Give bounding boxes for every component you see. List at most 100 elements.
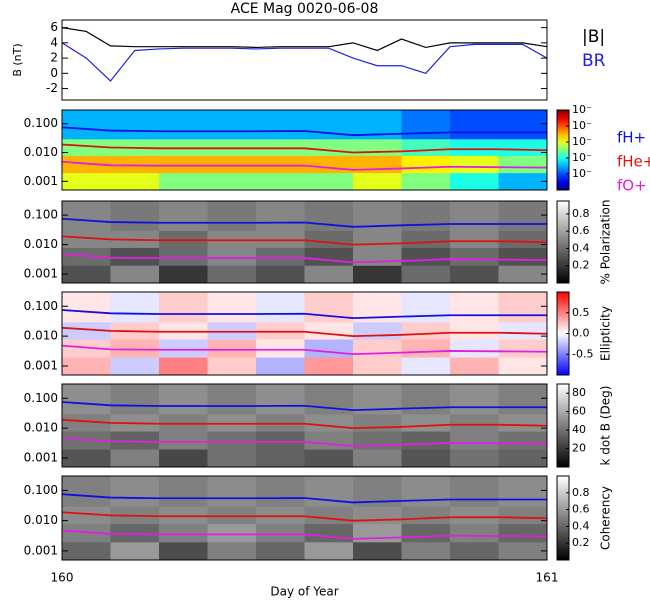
heatmap-cell — [498, 230, 548, 248]
colorbar-tick-label: 0.2 — [572, 259, 590, 272]
colorbar — [556, 383, 570, 468]
plot-frame — [61, 291, 548, 376]
heatmap-cell — [159, 449, 208, 468]
colorbar-label: Ellipticity — [599, 306, 613, 361]
heatmap-cell — [450, 339, 499, 358]
heatmap-cell — [498, 413, 548, 432]
heatmap-cell — [159, 541, 208, 561]
heatmap-cell — [304, 138, 354, 156]
heatmap-cell — [110, 201, 160, 232]
heatmap-cell — [62, 172, 111, 191]
heatmap-cell — [110, 339, 160, 358]
heatmap-cell — [62, 201, 111, 232]
colorbar-tick-label: 20 — [572, 442, 586, 455]
y-tick-label: 0.100 — [24, 116, 58, 130]
heatmap-cell — [498, 155, 548, 174]
x-axis-label: Day of Year — [270, 585, 338, 599]
heatmap-cell — [256, 384, 305, 415]
heatmap-cell — [207, 449, 257, 468]
frequency-line — [61, 493, 547, 504]
heatmap-cell — [353, 138, 402, 156]
heatmap-cell — [450, 292, 499, 323]
heatmap-cell — [450, 476, 499, 507]
heatmap-cell — [401, 449, 451, 468]
colorbar-tick-label: 0.4 — [572, 241, 590, 254]
heatmap-cell — [159, 265, 208, 284]
heatmap-cell — [401, 110, 451, 140]
heatmap-cell — [498, 476, 548, 507]
frequency-line — [61, 143, 548, 154]
heatmap-cell — [159, 476, 208, 507]
heatmap-cell — [498, 247, 548, 266]
heatmap-cell — [159, 357, 208, 376]
colorbar — [556, 109, 570, 191]
y-tick-label: 0.100 — [24, 391, 58, 405]
heatmap-cell — [110, 523, 160, 543]
heatmap-cell — [498, 172, 548, 191]
heatmap-cell — [401, 523, 451, 543]
heatmap-cell — [401, 384, 451, 415]
heatmap-cell — [207, 292, 257, 323]
heatmap-cell — [256, 292, 305, 323]
frequency-line — [61, 326, 548, 338]
heatmap-cell — [304, 449, 354, 468]
heatmap-cell — [401, 155, 451, 174]
plot-frame — [61, 109, 548, 191]
colorbar-label: k dot B (Deg) — [599, 386, 613, 466]
frequency-line — [61, 436, 548, 448]
heatmap-cell — [159, 384, 208, 415]
frequency-line — [61, 418, 548, 430]
frequency-line — [61, 529, 548, 540]
heatmap-cell — [450, 541, 499, 561]
colorbar-tick-label: -0.5 — [572, 347, 593, 360]
colorbar-tick-label: 10⁻ — [572, 167, 592, 180]
plot-frame — [61, 475, 548, 561]
heatmap-cell — [498, 265, 548, 284]
heatmap-cell — [304, 172, 354, 191]
heatmap-cell — [62, 384, 111, 415]
colorbar-tick-label: 10⁻ — [572, 135, 592, 148]
colorbar-tick-label: 0.4 — [572, 519, 590, 532]
heatmap-cell — [110, 384, 160, 415]
heatmap-cell — [304, 431, 354, 450]
heatmap-cell — [207, 265, 257, 284]
heatmap-cell — [62, 506, 111, 525]
heatmap-cell — [159, 523, 208, 543]
heatmap-cell — [256, 230, 305, 248]
heatmap-cell — [256, 138, 305, 156]
colorbar-tick-label: 0.2 — [572, 536, 590, 549]
y-tick-label: 6 — [50, 20, 58, 34]
heatmap-cell — [353, 265, 402, 284]
y-tick-label: 0.010 — [24, 421, 58, 435]
heatmap-cell — [256, 201, 305, 232]
heatmap-cell — [256, 247, 305, 266]
heatmap-cell — [207, 431, 257, 450]
colorbar-label: % Polarization — [599, 200, 613, 285]
y-tick-label: 0.001 — [24, 451, 58, 465]
heatmap-cell — [62, 321, 111, 340]
heatmap-cell — [450, 201, 499, 232]
heatmap-cell — [498, 201, 548, 232]
colorbar-tick-label: 10⁻ — [572, 103, 592, 116]
colorbar-tick-label: 0.0 — [572, 327, 590, 340]
data-line — [61, 27, 548, 52]
heatmap-cell — [401, 292, 451, 323]
heatmap-cell — [401, 201, 451, 232]
frequency-line — [61, 401, 547, 412]
heatmap-cell — [353, 413, 402, 432]
heatmap-cell — [304, 265, 354, 284]
heatmap-cell — [110, 357, 160, 376]
heatmap-cell — [207, 339, 257, 358]
legend-entry: fH+ — [617, 129, 646, 147]
heatmap-cell — [256, 413, 305, 432]
heatmap-cell — [401, 172, 451, 191]
heatmap-cell — [450, 172, 499, 191]
heatmap-cell — [256, 265, 305, 284]
colorbar-tick-label: 80 — [572, 386, 586, 399]
heatmap-cell — [207, 155, 257, 174]
heatmap-cell — [256, 506, 305, 525]
heatmap-cell — [498, 339, 548, 358]
y-tick-label: 0.010 — [24, 513, 58, 527]
heatmap-cell — [304, 506, 354, 525]
heatmap-cell — [401, 506, 451, 525]
